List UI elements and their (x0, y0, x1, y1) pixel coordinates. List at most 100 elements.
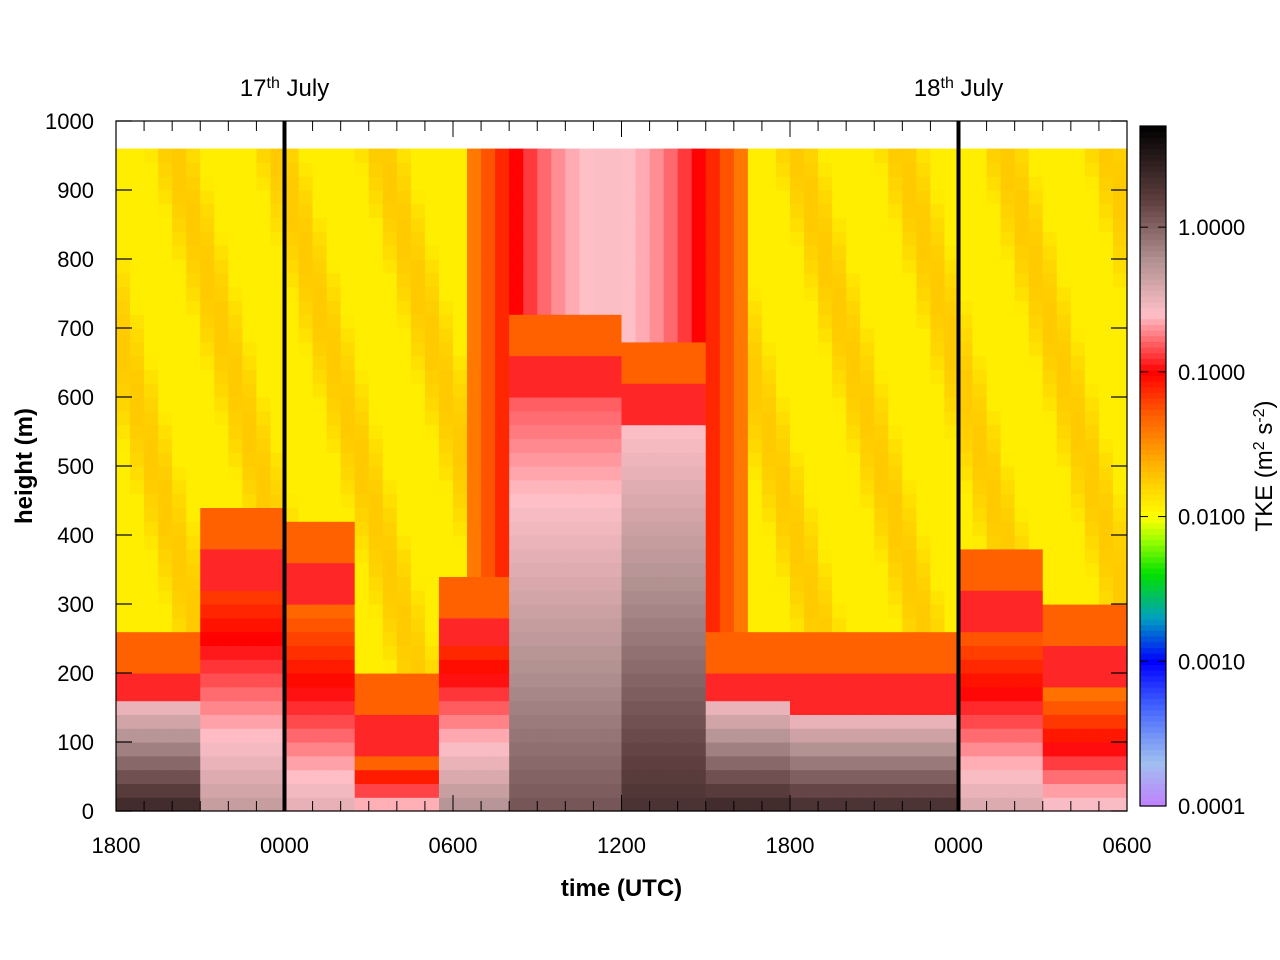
heatmap-cell (368, 617, 384, 633)
heatmap-cell (930, 507, 946, 522)
heatmap-cell (677, 410, 693, 426)
heatmap-cell (256, 245, 272, 260)
heatmap-cell (396, 203, 412, 219)
heatmap-cell (340, 507, 356, 522)
heatmap-cell (677, 659, 693, 674)
heatmap-cell (284, 714, 300, 729)
heatmap-cell (396, 424, 412, 439)
heatmap-cell (1028, 438, 1044, 453)
heatmap-cell (916, 783, 932, 798)
heatmap-cell (1112, 272, 1128, 288)
heatmap-cell (1084, 162, 1100, 177)
heatmap-cell (705, 617, 721, 633)
heatmap-cell (537, 797, 552, 812)
heatmap-cell (1112, 521, 1128, 536)
heatmap-cell (368, 190, 384, 205)
heatmap-cell (1056, 673, 1072, 688)
heatmap-cell (256, 521, 272, 536)
heatmap-cell (1098, 341, 1114, 357)
heatmap-cell (761, 604, 777, 619)
heatmap-cell (930, 176, 946, 191)
colorbar-segment (1140, 517, 1166, 524)
heatmap-cell (930, 617, 946, 633)
heatmap-cell (1084, 383, 1100, 398)
heatmap-cell (860, 535, 875, 550)
heatmap-cell (116, 272, 131, 288)
heatmap-cell (298, 300, 314, 315)
heatmap-cell (874, 203, 889, 219)
colorbar-segment (1140, 692, 1166, 699)
heatmap-cell (354, 755, 370, 771)
heatmap-cell (116, 493, 131, 508)
heatmap-cell (790, 190, 805, 205)
heatmap-cell (116, 148, 131, 163)
heatmap-cell (565, 673, 580, 688)
heatmap-cell (523, 355, 538, 370)
heatmap-cell (986, 576, 1002, 591)
heatmap-cell (916, 673, 932, 688)
heatmap-cell (565, 769, 580, 784)
heatmap-cell (312, 466, 328, 481)
heatmap-cell (790, 369, 805, 384)
heatmap-cell (270, 424, 286, 439)
heatmap-cell (1028, 590, 1044, 605)
heatmap-cell (298, 369, 314, 384)
heatmap-cell (818, 190, 833, 205)
heatmap-cell (200, 245, 215, 260)
heatmap-cell (340, 231, 356, 246)
heatmap-cell (719, 410, 735, 426)
heatmap-cell (228, 355, 243, 370)
heatmap-cell (186, 659, 201, 674)
heatmap-cell (410, 355, 426, 370)
heatmap-cell (832, 203, 847, 219)
heatmap-cell (790, 507, 805, 522)
heatmap-cell (593, 176, 609, 191)
heatmap-cell (284, 314, 300, 329)
heatmap-cell (790, 148, 805, 163)
heatmap-cell (396, 755, 412, 771)
colorbar-segment (1140, 398, 1166, 405)
heatmap-cell (326, 742, 342, 757)
heatmap-cell (214, 424, 229, 439)
heatmap-cell (214, 314, 229, 329)
heatmap-cell (368, 217, 384, 232)
heatmap-cell (186, 148, 201, 163)
heatmap-cell (424, 148, 440, 163)
heatmap-cell (523, 452, 538, 467)
heatmap-cell (607, 397, 623, 412)
heatmap-cell (368, 272, 384, 288)
heatmap-cell (551, 328, 566, 343)
heatmap-cell (775, 300, 791, 315)
heatmap-cell (186, 328, 201, 343)
heatmap-cell (761, 686, 777, 702)
heatmap-cell (761, 576, 777, 591)
heatmap-cell (579, 590, 595, 605)
heatmap-cell (242, 272, 258, 288)
heatmap-cell (860, 769, 875, 784)
heatmap-cell (1070, 590, 1086, 605)
heatmap-cell (1056, 507, 1072, 522)
heatmap-cell (775, 728, 791, 743)
heatmap-cell (958, 245, 974, 260)
heatmap-cell (242, 521, 258, 536)
heatmap-cell (158, 673, 173, 688)
heatmap-cell (200, 604, 215, 619)
heatmap-cell (424, 493, 440, 508)
heatmap-cell (705, 148, 721, 163)
heatmap-cell (228, 328, 243, 343)
heatmap-cell (635, 438, 651, 453)
heatmap-cell (396, 190, 412, 205)
colorbar-segment (1140, 381, 1166, 388)
heatmap-cell (972, 341, 988, 357)
colorbar-segment (1140, 313, 1166, 320)
heatmap-cell (1000, 797, 1016, 812)
heatmap-cell (747, 355, 763, 370)
colorbar-segment (1140, 755, 1166, 762)
heatmap-cell (438, 300, 454, 315)
heatmap-cell (705, 548, 721, 564)
heatmap-cell (453, 755, 468, 771)
heatmap-cell (1028, 617, 1044, 633)
heatmap-cell (523, 783, 538, 798)
heatmap-cell (158, 590, 173, 605)
heatmap-cell (860, 755, 875, 771)
